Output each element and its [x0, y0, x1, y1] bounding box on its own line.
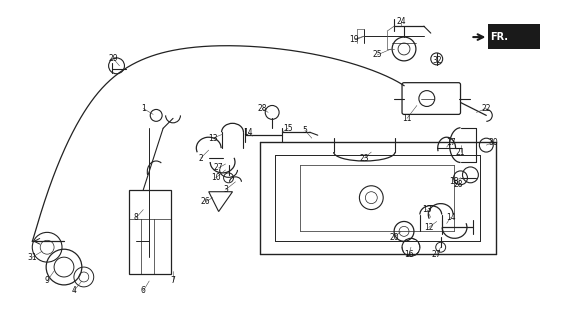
FancyBboxPatch shape [402, 83, 461, 114]
FancyBboxPatch shape [489, 24, 540, 49]
Polygon shape [209, 192, 233, 212]
Text: 10: 10 [211, 173, 220, 182]
Text: 15: 15 [283, 124, 293, 133]
Text: 4: 4 [72, 286, 76, 295]
Text: 3: 3 [223, 185, 228, 194]
Text: 17: 17 [446, 138, 455, 147]
Text: 18: 18 [449, 177, 458, 186]
Text: 13: 13 [422, 205, 431, 214]
Text: 14: 14 [244, 128, 253, 137]
Text: 21: 21 [456, 148, 465, 156]
Text: FR.: FR. [490, 32, 508, 42]
Text: 1: 1 [141, 104, 146, 113]
Text: 31: 31 [27, 253, 37, 262]
Text: 6: 6 [141, 286, 146, 295]
Text: 12: 12 [424, 223, 434, 232]
Text: 8: 8 [134, 213, 139, 222]
Text: 22: 22 [482, 104, 491, 113]
FancyBboxPatch shape [129, 190, 171, 274]
Text: 32: 32 [432, 56, 441, 65]
Text: 5: 5 [303, 126, 307, 135]
Text: 23: 23 [360, 154, 369, 163]
Text: 14: 14 [446, 213, 455, 222]
Text: 13: 13 [208, 134, 217, 143]
Text: 28: 28 [454, 180, 463, 189]
Text: 26: 26 [201, 197, 210, 206]
Text: 24: 24 [396, 17, 406, 26]
Text: 27: 27 [214, 164, 223, 172]
Text: 20: 20 [389, 233, 399, 242]
Text: 2: 2 [198, 154, 203, 163]
Text: 11: 11 [402, 114, 412, 123]
Text: 7: 7 [171, 276, 175, 285]
Text: 9: 9 [45, 276, 50, 285]
Text: 27: 27 [432, 250, 441, 259]
Text: 28: 28 [258, 104, 267, 113]
Text: 16: 16 [404, 250, 414, 259]
Text: 29: 29 [109, 54, 118, 63]
Text: 19: 19 [350, 35, 359, 44]
Text: 25: 25 [373, 51, 382, 60]
Text: 30: 30 [489, 138, 498, 147]
